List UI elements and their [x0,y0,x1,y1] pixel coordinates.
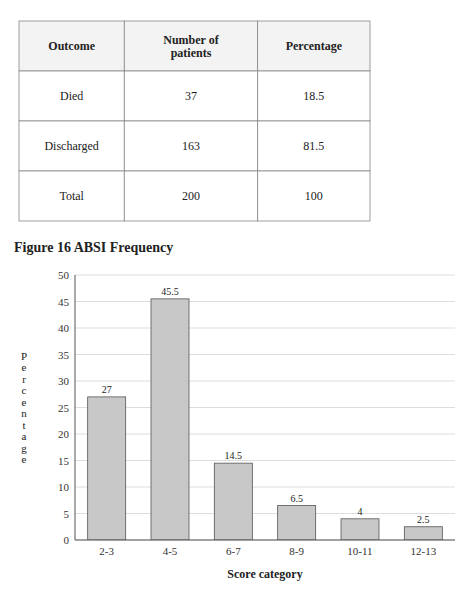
data-label: 6.5 [290,493,303,504]
bar [404,527,442,540]
table-cell [258,121,370,171]
x-axis [75,540,455,541]
table-cell [19,121,124,171]
x-tick-label: 4-5 [163,545,178,557]
data-label: 14.5 [225,450,243,461]
table-text: 81.5 [303,139,324,153]
grid-line [75,354,455,355]
table-text: 37 [185,89,197,103]
bar [214,463,252,540]
y-tick-label: 45 [58,296,70,308]
grid-line [75,407,455,408]
chart: Outcome Number ofpatients Percentage Died 37… [0,0,474,605]
table-cell [19,71,124,121]
y-tick-label: 35 [58,349,70,361]
grid-line [75,381,455,382]
grid-line [75,275,455,276]
bar [278,506,316,540]
table-cell [124,21,257,71]
grid-line [75,460,455,461]
data-label: 4 [358,506,363,517]
table-text: Total [59,189,84,203]
title: Figure 16 ABSI Frequency [14,240,173,255]
y-tick-label: 25 [58,402,70,414]
table: Outcome Number ofpatients Percentage Died 37… [19,21,370,221]
x-tick-label: 6-7 [226,545,241,557]
y-tick-label: 5 [64,508,70,520]
x-tick-label: 2-3 [99,545,114,557]
bar [151,299,189,540]
bar [88,397,126,540]
table-cell [258,71,370,121]
grid-line [75,434,455,435]
table-text: 163 [182,139,200,153]
y-tick-label: 40 [58,322,70,334]
y-tick-label: 0 [64,534,70,546]
y-axis-label: Percentage [21,350,27,466]
x-tick-label: 10-11 [347,545,372,557]
grid-line [75,328,455,329]
table-text: Died [60,89,83,103]
table-cell [258,171,370,221]
grid-line [75,540,455,541]
y-tick-label: 50 [58,269,70,281]
table-header: Outcome [48,39,95,53]
data-label: 2.5 [417,514,430,525]
y-tick-label: 15 [58,455,70,467]
y-tick-label: 20 [58,428,70,440]
bars [88,299,443,540]
table-cell [124,121,257,171]
table-cell [124,71,257,121]
x-tick-label: 8-9 [289,545,304,557]
x-axis-label: Score category [227,567,302,581]
y-tick-label: 30 [58,375,70,387]
table-cell [124,171,257,221]
table-text: 18.5 [303,89,324,103]
data-label: 45.5 [161,286,179,297]
table-cell [19,171,124,221]
table-cell [19,21,124,71]
grid-line [75,513,455,514]
table-header: Percentage [286,39,343,53]
table-text: Discharged [44,139,98,153]
y-axis [75,275,76,540]
y-tick-label: 10 [58,481,70,493]
grid-line [75,487,455,488]
x-tick-label: 12-13 [410,545,436,557]
bar [341,519,379,540]
table-text: 100 [305,189,323,203]
table-header: Number ofpatients [163,33,219,60]
table-text: 200 [182,189,200,203]
data-label: 27 [102,384,112,395]
table-cell [258,21,370,71]
grid-line [75,301,455,302]
